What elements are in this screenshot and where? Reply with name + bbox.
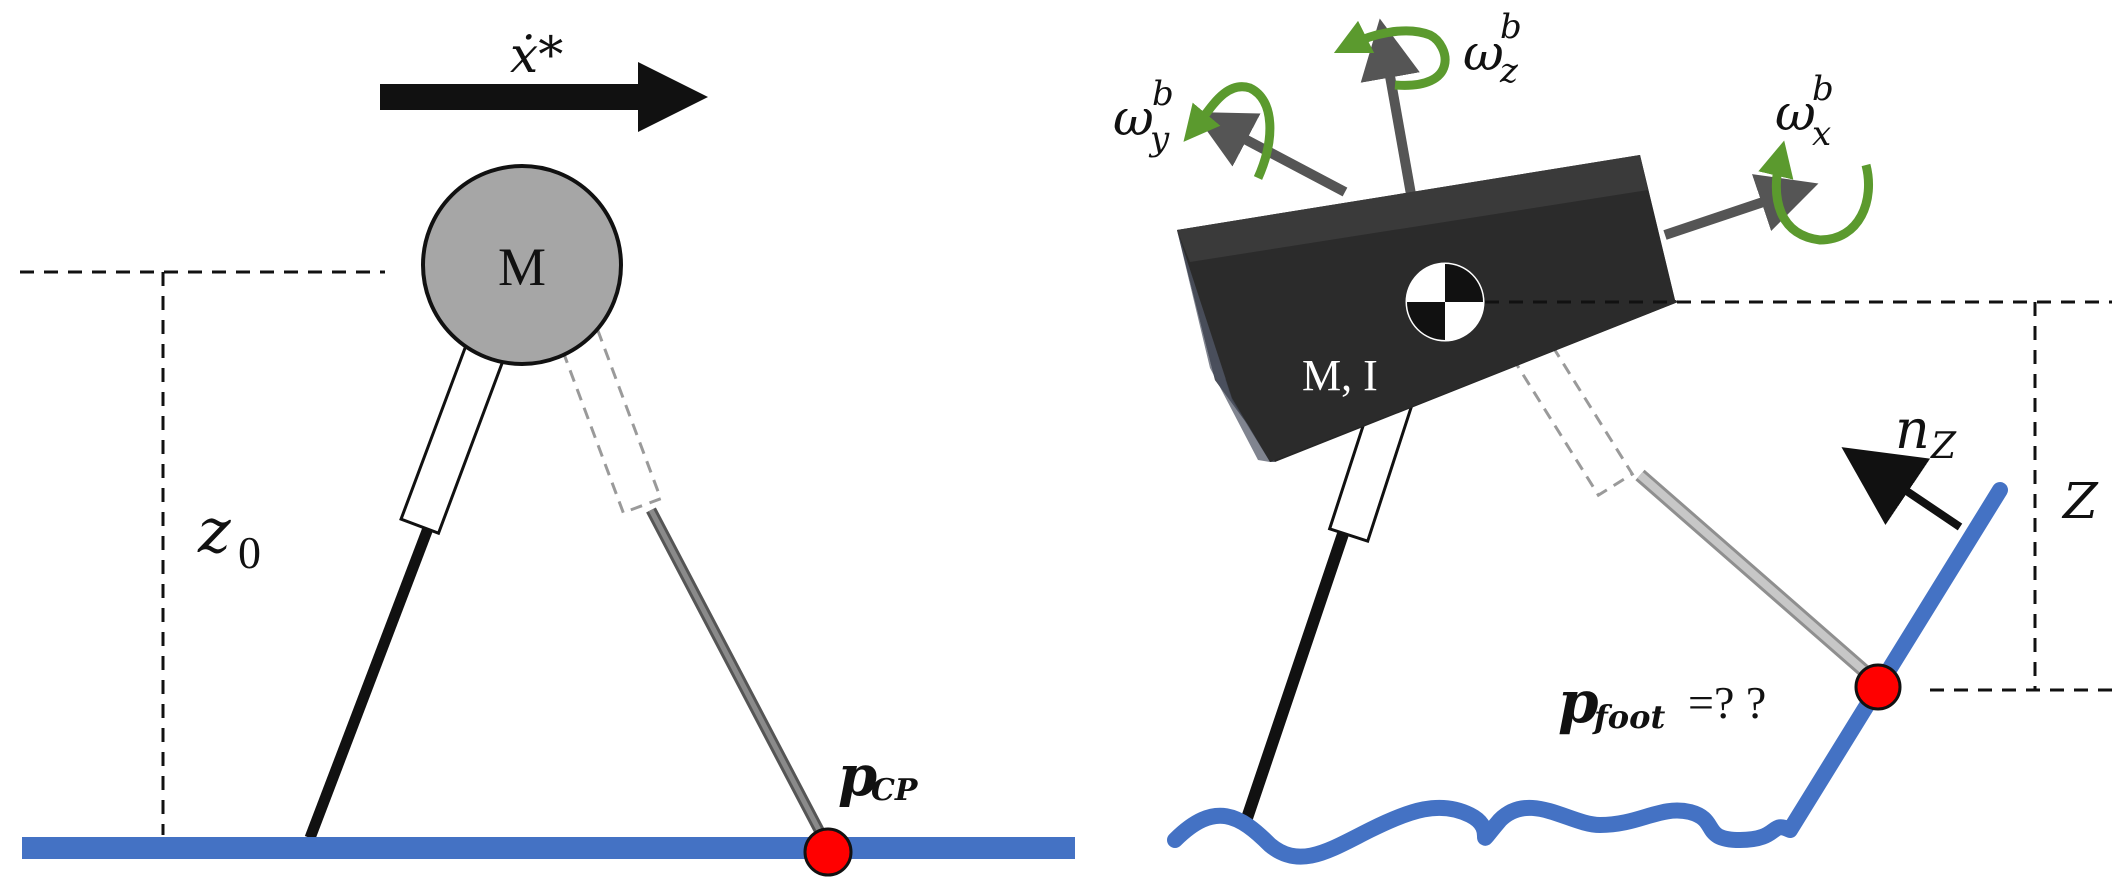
mass-circle (421, 164, 623, 366)
omega-z-label: ω b z (1463, 7, 1522, 91)
body-axis-arrows (1193, 18, 1819, 240)
foot-contact-point (1854, 663, 1902, 711)
center-of-mass-symbol (1405, 262, 1485, 342)
rotation-arrow-y (1183, 82, 1275, 180)
right-stance-leg (1238, 370, 1421, 829)
velocity-label: ẋ* (510, 26, 563, 84)
omega-x-label: ω b x (1775, 69, 1834, 154)
svg-text:b: b (1152, 74, 1174, 114)
normal-arrow (1841, 447, 1963, 531)
svg-text:n: n (1895, 398, 1930, 461)
velocity-arrow (380, 62, 708, 132)
left-panel: ẋ* z 0 M (20, 26, 1075, 877)
z-height-label: Z (2061, 472, 2099, 530)
svg-text:p: p (1558, 668, 1599, 736)
axis-z-arrow (1360, 18, 1420, 201)
rotation-arrow-x (1758, 140, 1874, 245)
mass-label: M (498, 237, 546, 297)
svg-text:b: b (1500, 7, 1522, 47)
svg-text:ω: ω (1463, 24, 1504, 82)
right-panel: M, I Z n Z p foot =? ? (1113, 7, 2112, 865)
rotation-arrow-z (1333, 20, 1450, 90)
omega-y-label: ω b y (1113, 74, 1174, 159)
right-swing-leg (1495, 310, 1883, 689)
capture-point (803, 827, 853, 877)
svg-text:ω: ω (1775, 84, 1816, 142)
axis-y-arrow (1193, 111, 1348, 197)
normal-label: n Z (1895, 398, 1957, 467)
body-label: M, I (1302, 351, 1378, 400)
foot-label: p foot =? ? (1558, 668, 1766, 736)
svg-text:Z: Z (1930, 426, 1957, 467)
svg-text:ω: ω (1113, 89, 1154, 147)
rough-terrain (1167, 482, 2008, 865)
svg-text:z: z (1499, 51, 1519, 91)
z0-label: z 0 (197, 494, 261, 578)
left-ground (22, 837, 1075, 859)
stance-leg (304, 344, 505, 840)
capture-point-label: p CP (838, 743, 919, 809)
swing-leg (551, 309, 825, 835)
svg-text:p: p (838, 743, 877, 809)
svg-text:b: b (1812, 69, 1834, 109)
svg-text:=? ?: =? ? (1688, 677, 1766, 728)
svg-text:z: z (197, 494, 231, 567)
svg-text:CP: CP (871, 773, 919, 808)
svg-text:x: x (1812, 114, 1831, 154)
svg-text:foot: foot (1592, 698, 1665, 736)
svg-text:y: y (1148, 119, 1170, 159)
axis-x-arrow (1663, 174, 1819, 240)
svg-text:0: 0 (238, 527, 261, 578)
